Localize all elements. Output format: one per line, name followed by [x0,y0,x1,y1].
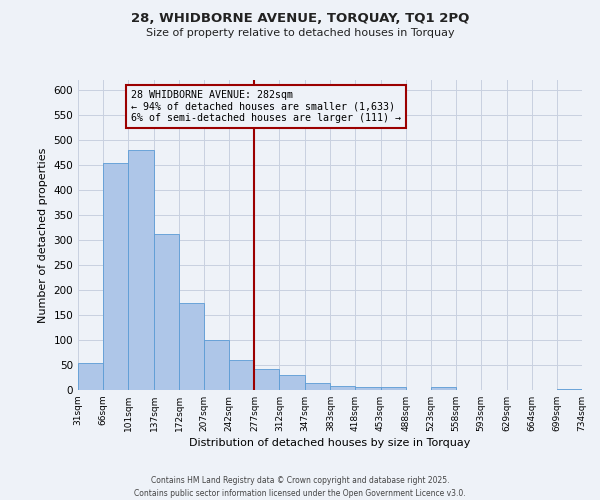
Bar [380,387,406,390]
Text: 28, WHIDBORNE AVENUE, TORQUAY, TQ1 2PQ: 28, WHIDBORNE AVENUE, TORQUAY, TQ1 2PQ [131,12,469,26]
Bar [254,368,280,390]
Bar [305,383,331,390]
Bar [103,162,128,390]
Bar [431,387,456,390]
Bar [280,375,305,390]
Bar [179,302,204,390]
Y-axis label: Number of detached properties: Number of detached properties [38,148,48,322]
Bar [128,150,154,390]
Bar [229,360,254,390]
Bar [355,387,380,390]
Bar [331,386,355,390]
Text: 28 WHIDBORNE AVENUE: 282sqm
← 94% of detached houses are smaller (1,633)
6% of s: 28 WHIDBORNE AVENUE: 282sqm ← 94% of det… [131,90,401,123]
Bar [557,389,582,390]
X-axis label: Distribution of detached houses by size in Torquay: Distribution of detached houses by size … [190,438,470,448]
Bar [78,362,103,390]
Bar [154,234,179,390]
Text: Contains HM Land Registry data © Crown copyright and database right 2025.
Contai: Contains HM Land Registry data © Crown c… [134,476,466,498]
Bar [204,340,229,390]
Text: Size of property relative to detached houses in Torquay: Size of property relative to detached ho… [146,28,454,38]
